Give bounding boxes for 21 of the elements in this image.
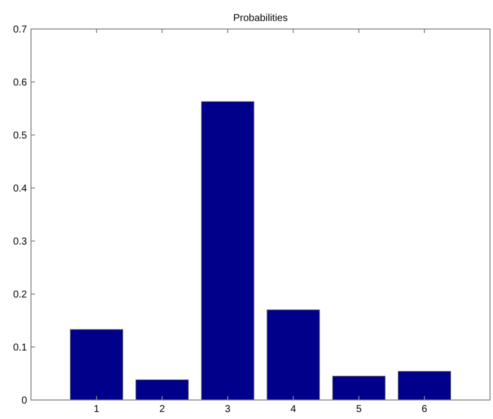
y-tick-label: 0.7 — [13, 24, 28, 36]
x-tick-label: 6 — [422, 404, 428, 415]
bar — [266, 310, 320, 400]
x-tick-label: 1 — [94, 404, 100, 415]
y-tick-label: 0.2 — [13, 290, 28, 300]
y-tick-label: 0.1 — [13, 342, 28, 354]
y-tick-label: 0.5 — [13, 130, 28, 142]
x-tick-label: 2 — [159, 404, 166, 415]
bar — [201, 101, 254, 400]
y-tick-label: 0.3 — [13, 236, 28, 248]
bar — [332, 376, 386, 400]
y-tick-label: 0 — [21, 396, 28, 406]
y-tick-label: 0.6 — [13, 78, 28, 88]
x-tick-label: 5 — [356, 404, 362, 415]
x-tick-label: 4 — [290, 404, 297, 415]
bar — [70, 329, 124, 400]
x-tick-label: 3 — [224, 404, 231, 415]
chart-title: Probabilities — [233, 13, 288, 24]
bar — [136, 380, 189, 400]
bar — [398, 371, 451, 400]
y-tick-label: 0.4 — [13, 184, 28, 194]
